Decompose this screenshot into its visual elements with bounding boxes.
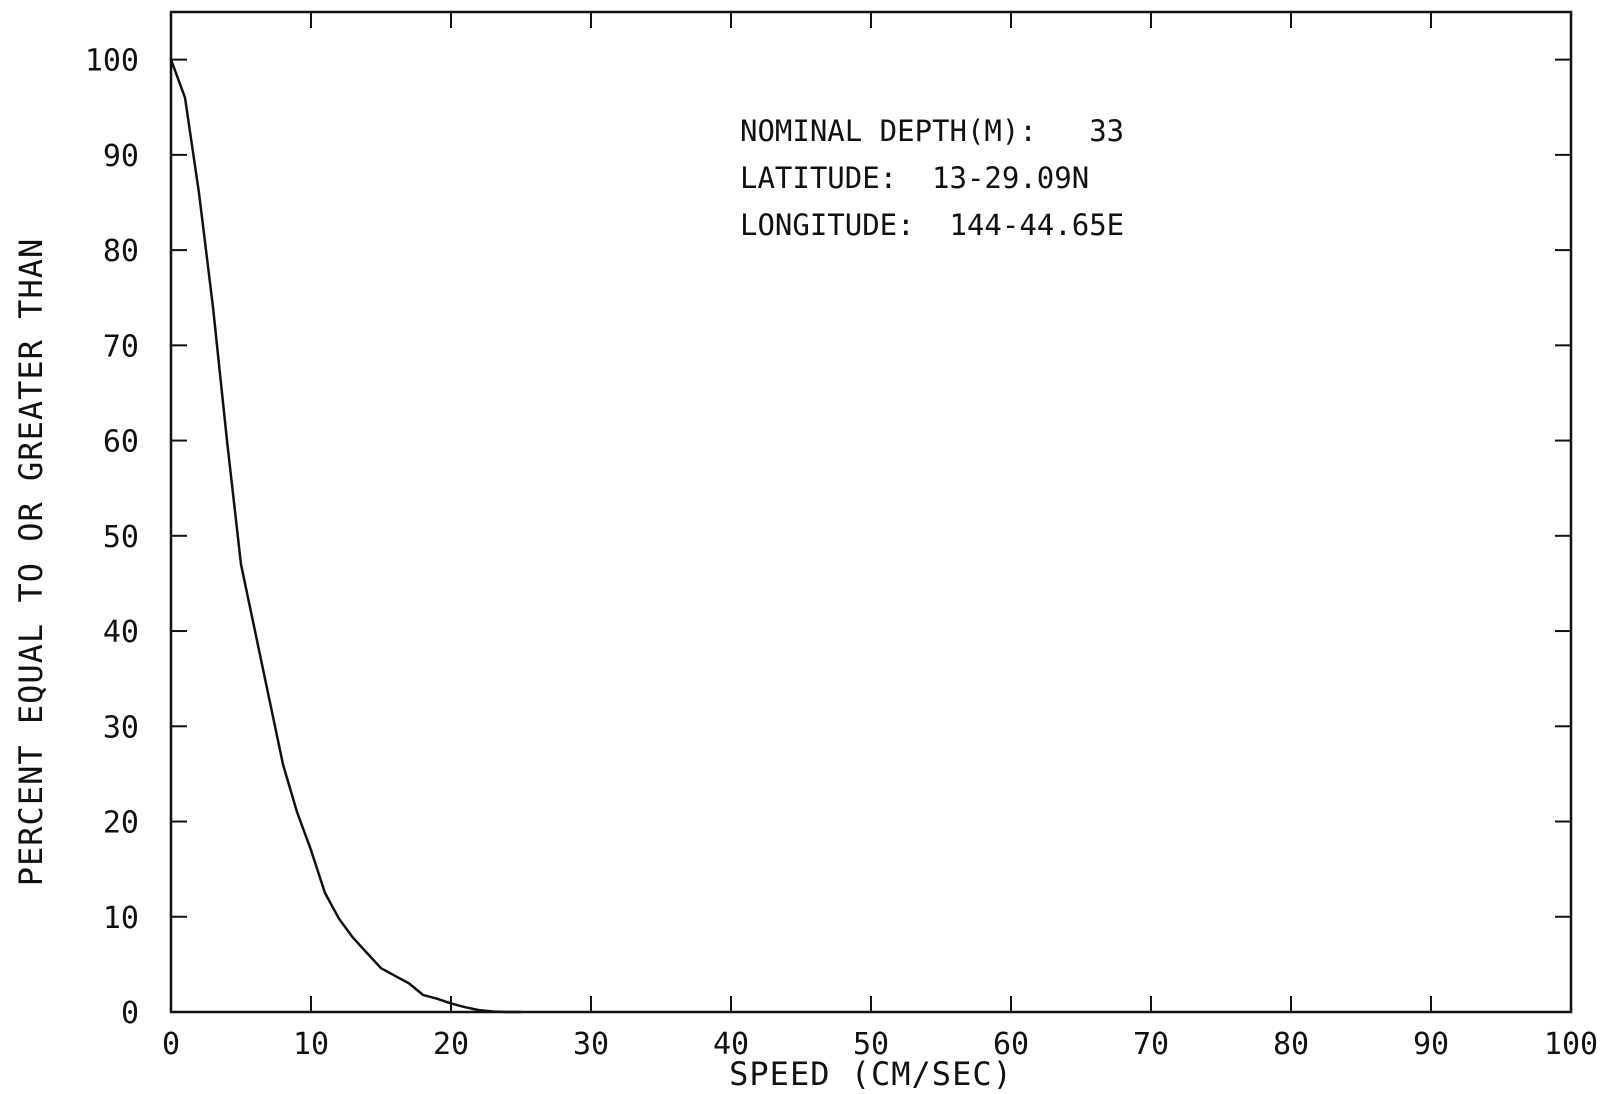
y-tick-label: 90: [103, 139, 139, 174]
x-tick-label: 20: [433, 1027, 469, 1062]
x-tick-label: 30: [573, 1027, 609, 1062]
y-tick-label: 20: [103, 806, 139, 841]
x-tick-label: 60: [993, 1027, 1029, 1062]
annotation-latitude: LATITUDE: 13-29.09N: [740, 161, 1089, 195]
x-axis-label: SPEED (CM/SEC): [729, 1055, 1013, 1093]
x-tick-label: 90: [1413, 1027, 1449, 1062]
y-tick-label: 70: [103, 329, 139, 364]
y-tick-label: 10: [103, 901, 139, 936]
x-tick-label: 100: [1544, 1027, 1598, 1062]
annotation-depth: NOMINAL DEPTH(M): 33: [740, 114, 1124, 148]
y-tick-label: 40: [103, 615, 139, 650]
y-tick-label: 0: [121, 996, 139, 1031]
x-axis-tick-labels: 0 10 20 30 40 50 60 70 80 90 100: [162, 1027, 1598, 1062]
y-tick-label: 50: [103, 520, 139, 555]
y-tick-label: 30: [103, 710, 139, 745]
y-tick-label: 100: [85, 44, 139, 79]
x-tick-label: 10: [293, 1027, 329, 1062]
x-tick-label: 50: [853, 1027, 889, 1062]
annotation-longitude: LONGITUDE: 144-44.65E: [740, 208, 1124, 242]
x-tick-label: 70: [1133, 1027, 1169, 1062]
y-axis-tick-labels: 0 10 20 30 40 50 60 70 80 90 100: [85, 44, 139, 1031]
x-tick-label: 80: [1273, 1027, 1309, 1062]
axis-ticks: [170, 12, 1572, 1013]
x-tick-label: 40: [713, 1027, 749, 1062]
series-line: [169, 58, 523, 1014]
y-axis-label: PERCENT EQUAL TO OR GREATER THAN: [12, 238, 50, 887]
y-tick-label: 60: [103, 425, 139, 460]
x-tick-label: 0: [162, 1027, 180, 1062]
y-tick-label: 80: [103, 234, 139, 269]
